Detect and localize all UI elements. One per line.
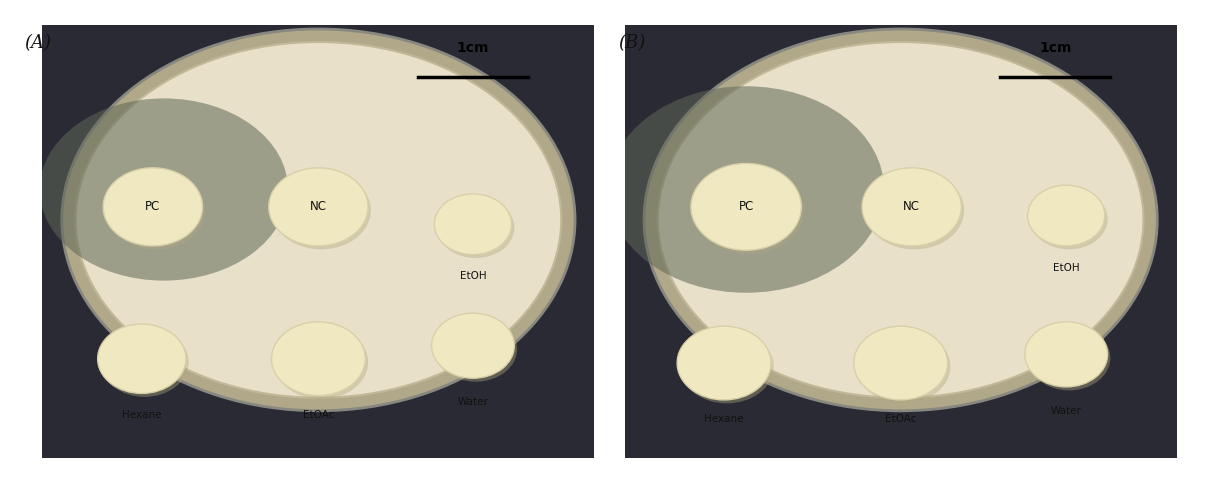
- Circle shape: [106, 171, 205, 249]
- Text: NC: NC: [309, 200, 328, 213]
- Text: Hexane: Hexane: [705, 415, 744, 424]
- Circle shape: [437, 197, 514, 258]
- Text: EtOH: EtOH: [460, 271, 486, 282]
- Circle shape: [272, 171, 371, 249]
- Circle shape: [432, 313, 514, 378]
- Circle shape: [856, 330, 950, 403]
- Circle shape: [1030, 189, 1107, 249]
- Ellipse shape: [608, 86, 884, 293]
- Ellipse shape: [62, 29, 575, 411]
- Circle shape: [694, 167, 804, 254]
- FancyBboxPatch shape: [625, 25, 1177, 458]
- Circle shape: [865, 171, 964, 249]
- Text: EtOAc: EtOAc: [303, 410, 334, 420]
- Text: Water: Water: [1050, 406, 1082, 416]
- Text: Water: Water: [457, 397, 489, 407]
- Circle shape: [677, 326, 771, 400]
- Text: (A): (A): [24, 35, 51, 53]
- Circle shape: [1025, 322, 1107, 387]
- Ellipse shape: [644, 29, 1157, 411]
- Text: EtOAc: EtOAc: [885, 415, 916, 424]
- Circle shape: [680, 330, 774, 403]
- Circle shape: [434, 194, 512, 254]
- Ellipse shape: [40, 99, 287, 281]
- Circle shape: [862, 168, 962, 246]
- Text: PC: PC: [146, 200, 160, 213]
- Text: Hexane: Hexane: [123, 410, 161, 420]
- Circle shape: [272, 322, 365, 395]
- Ellipse shape: [75, 42, 562, 398]
- Circle shape: [101, 327, 189, 397]
- Text: (B): (B): [619, 35, 645, 53]
- Ellipse shape: [657, 42, 1144, 398]
- FancyBboxPatch shape: [42, 25, 594, 458]
- Circle shape: [97, 324, 186, 393]
- Text: 1cm: 1cm: [1040, 41, 1071, 55]
- Text: EtOH: EtOH: [1053, 263, 1080, 273]
- Circle shape: [434, 317, 517, 382]
- Text: PC: PC: [739, 200, 753, 213]
- Circle shape: [1027, 185, 1105, 246]
- Circle shape: [691, 164, 802, 250]
- Circle shape: [1027, 325, 1110, 390]
- Text: NC: NC: [904, 200, 921, 213]
- Circle shape: [274, 325, 368, 399]
- Text: 1cm: 1cm: [457, 41, 489, 55]
- Circle shape: [269, 168, 368, 246]
- Circle shape: [854, 326, 947, 400]
- Circle shape: [103, 168, 203, 246]
